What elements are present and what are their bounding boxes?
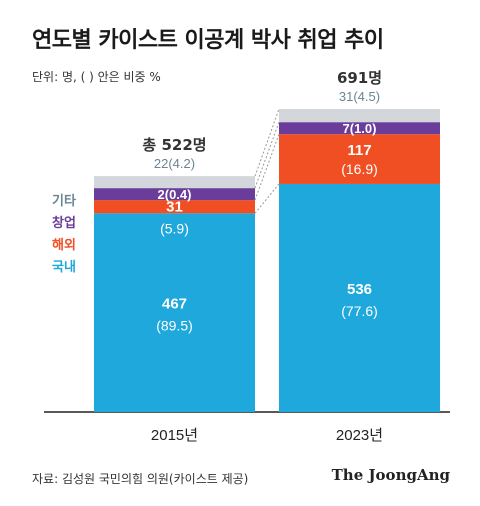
- share-label-해외-2015년: (5.9): [160, 220, 189, 236]
- data-label-기타-2023년: 31(4.5): [339, 89, 380, 104]
- legend-국내: 국내: [52, 259, 76, 275]
- total-label-2023년: 691명: [337, 69, 382, 87]
- bar-segment-기타-2023년: [279, 108, 440, 123]
- chart-title: 연도별 카이스트 이공계 박사 취업 추이: [32, 28, 384, 53]
- bar-segment-기타-2015년: [94, 176, 255, 189]
- data-label-해외-2015년: 31: [166, 199, 183, 216]
- bar-segment-해외-2023년: [279, 134, 440, 184]
- data-label-해외-2023년: 117: [347, 142, 371, 159]
- share-label-국내-2015년: (89.5): [156, 318, 193, 334]
- data-label-국내-2015년: 467: [162, 296, 187, 313]
- bar-segment-창업-2023년: [279, 122, 440, 135]
- unit-note: 단위: 명, ( ) 안은 비중 %: [32, 70, 161, 84]
- bar-segment-해외-2015년: [94, 200, 255, 214]
- tick-label-2015년: 2015년: [151, 427, 198, 444]
- connector-line: [254, 183, 280, 214]
- share-label-해외-2023년: (16.9): [341, 161, 378, 177]
- source-note: 자료: 김성원 국민의힘 의원(카이스트 제공): [32, 472, 249, 486]
- bar-segment-창업-2015년: [94, 188, 255, 201]
- data-label-국내-2023년: 536: [347, 281, 372, 298]
- tick-label-2023년: 2023년: [336, 427, 383, 444]
- total-label-2015년: 총 522명: [142, 136, 206, 154]
- legend-창업: 창업: [52, 215, 76, 231]
- legend-해외: 해외: [52, 237, 76, 253]
- bar-segment-국내-2015년: [94, 213, 255, 412]
- bar-segment-국내-2023년: [279, 183, 440, 412]
- legend-기타: 기타: [52, 193, 76, 209]
- data-label-창업-2023년: 7(1.0): [343, 121, 377, 136]
- data-label-기타-2015년: 22(4.2): [154, 156, 195, 171]
- brand-logo: The JoongAng: [331, 466, 450, 484]
- share-label-국내-2023년: (77.6): [341, 303, 378, 319]
- data-label-창업-2015년: 2(0.4): [158, 187, 192, 202]
- connector-line: [254, 121, 280, 189]
